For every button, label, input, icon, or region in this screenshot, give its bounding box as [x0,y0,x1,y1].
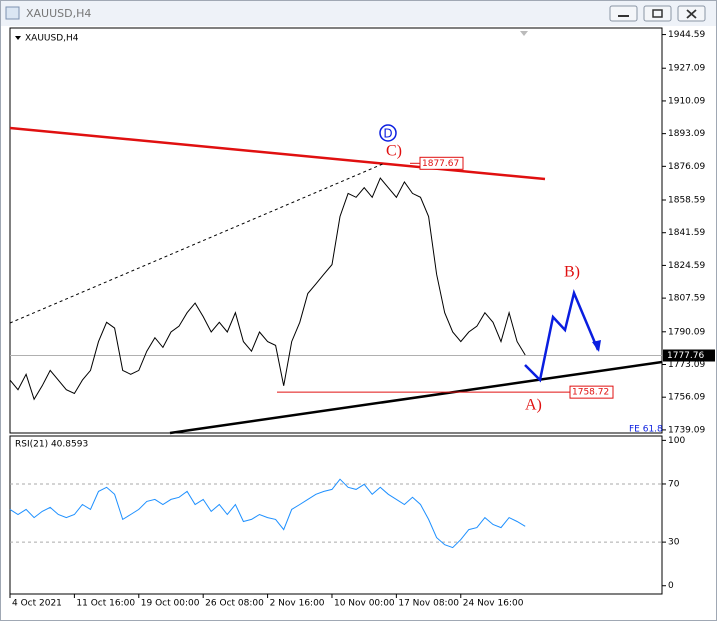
shift-marker [520,31,528,36]
arrow-head [592,340,601,352]
wave-circle [379,124,397,142]
y-tick-label: 1756.09 [668,393,705,403]
y-tick-label: 100 [668,436,685,446]
wave-label: D [383,127,392,141]
y-tick-label: 1893.09 [668,129,705,139]
y-tick-label: 1773.09 [668,360,705,370]
support-trendline [169,360,663,435]
y-tick-label: 1841.59 [668,228,705,238]
close-glyph [686,9,697,19]
y-tick-label: 1944.59 [668,30,705,40]
current-price-label: 1777.76 [667,351,704,361]
minimize-button[interactable] [609,5,638,22]
wave-label: C) [386,143,402,160]
x-tick-label: 2 Nov 16:00 [270,599,325,609]
x-tick-label: 10 Nov 00:00 [334,599,395,609]
panel-menu-arrow [15,36,21,40]
chart-title: XAUUSD,H4 [25,34,79,44]
dashed-trendline [9,162,386,324]
wave-label: A) [525,397,542,414]
price-label: 1758.72 [572,388,609,398]
y-tick-label: 0 [668,581,674,591]
y-tick-label: 1824.59 [668,261,705,271]
projection-arrow [524,289,600,383]
x-tick-label: 11 Oct 16:00 [76,599,135,609]
x-tick-label: 26 Oct 08:00 [205,599,264,609]
y-tick-label: 1858.59 [668,196,705,206]
y-tick-label: 1910.09 [668,96,705,106]
x-tick-label: 24 Nov 16:00 [463,599,524,609]
current-price-box [663,349,715,362]
price-layer [9,177,662,401]
y-tick-label: 1876.09 [668,162,705,172]
price-label-box [569,385,614,399]
x-tick-label: 4 Oct 2021 [12,599,62,609]
price-label-box [419,156,464,170]
series-line [9,177,526,401]
maximize-glyph [652,9,663,18]
y-tick-label: 1807.59 [668,294,705,304]
window-buttons[interactable] [609,5,706,22]
fib-label: FE 61.8 [629,425,663,435]
y-tick-label: 30 [668,538,680,548]
y-tick-label: 70 [668,479,680,489]
window-title: XAUUSD,H4 [26,7,91,20]
y-tick-label: 1927.09 [668,64,705,74]
y-tick-label: 1739.09 [668,425,705,435]
x-tick-label: 19 Oct 00:00 [141,599,200,609]
title-bar [1,1,716,26]
price-label: 1877.67 [422,159,459,169]
wave-label: B) [564,264,580,281]
resistance-trendline [9,126,546,181]
window-icon [5,6,20,20]
maximize-button[interactable] [643,5,672,22]
y-tick-label: 1790.09 [668,327,705,337]
rsi-title: RSI(21) 40.8593 [15,440,88,450]
series-line [9,478,526,549]
x-tick-label: 17 Nov 08:00 [398,599,459,609]
rsi-panel [9,435,663,595]
price-panel [9,27,663,434]
